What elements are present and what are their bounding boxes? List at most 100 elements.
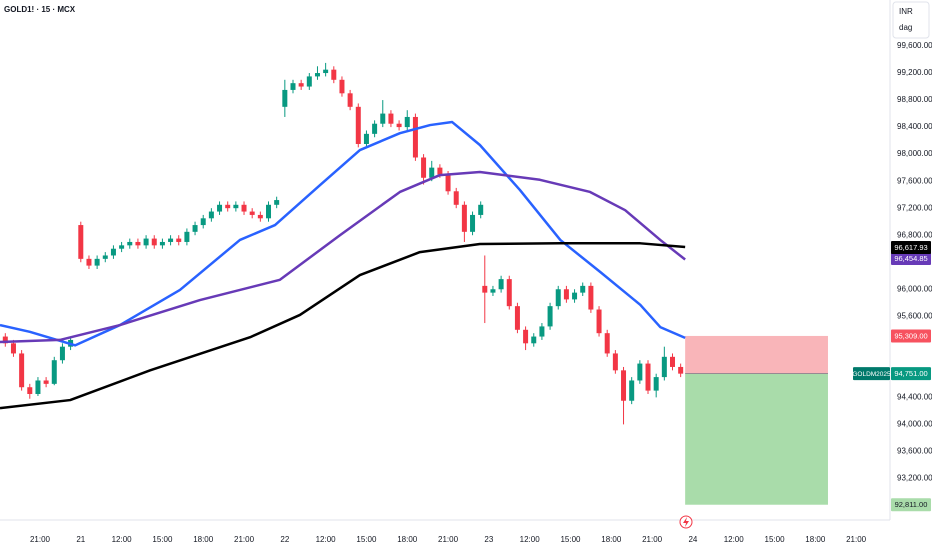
target-price-label: 92,811.00 [895,500,928,509]
y-tick-label: 95,600.00 [897,311,932,320]
candle-body [43,380,49,384]
candle-body [388,113,394,124]
y-tick-label: 94,000.00 [897,420,932,429]
candle-body [478,204,484,215]
candle-body [19,353,25,388]
x-tick-label: 18:00 [397,535,418,544]
candle-body [539,326,545,337]
candle-body [282,89,288,107]
candle-body [59,346,65,361]
candle-body [531,336,537,344]
candle-body [572,292,578,300]
x-tick-label: 12:00 [520,535,541,544]
y-tick-label: 98,400.00 [897,122,932,131]
candle-body [588,285,594,310]
candle-body [249,211,255,215]
candle-body [563,289,569,300]
candle-body [176,238,182,242]
candle-body [363,133,369,144]
symbol-tag-bg [853,367,890,381]
lightning-icon[interactable] [679,515,693,529]
candle-body [661,356,667,378]
candle-body [159,241,165,246]
candle-body [225,204,231,209]
ma-price-label: 96,454.85 [894,254,927,263]
candle-body [347,93,353,107]
candle-body [2,336,8,344]
y-tick-label: 97,600.00 [897,176,932,185]
stop-price-label-bg [891,329,931,343]
candle-body [604,333,610,354]
stop-zone [685,335,828,374]
candle-body [547,306,553,327]
x-tick-label: 21:00 [234,535,255,544]
y-tick-label: 96,000.00 [897,284,932,293]
x-tick-label: 18:00 [193,535,214,544]
candle-body [331,69,337,80]
y-tick-label: 93,600.00 [897,447,932,456]
x-tick-label: 15:00 [765,535,786,544]
x-tick-label: 12:00 [724,535,745,544]
y-tick-label: 98,000.00 [897,149,932,158]
candle-body [637,363,643,381]
ma-price-label-bg [891,241,931,255]
currency-box[interactable] [892,1,930,39]
x-tick-label: 15:00 [152,535,173,544]
candle-body [506,279,512,307]
ma-price-label: 96,617.93 [894,243,927,252]
candle-body [596,309,602,334]
candle-body [404,116,410,128]
candle-body [380,113,386,124]
moving-average-line [0,242,686,410]
y-tick-label: 99,600.00 [897,41,932,50]
candle-body [490,289,496,293]
candle-body [314,73,320,77]
candle-body [323,69,329,74]
candle-body [86,258,92,266]
x-tick-label: 15:00 [356,535,377,544]
candle-body [135,241,141,246]
y-tick-label: 96,800.00 [897,230,932,239]
candle-body [653,377,659,391]
candle-body [514,306,520,330]
y-tick-label: 98,800.00 [897,95,932,104]
x-tick-label: 21:00 [30,535,51,544]
candle-body [669,356,675,367]
candle-body [629,380,635,401]
candle-body [233,204,239,209]
candle-body [306,76,312,87]
entry-price-label: 94,751.00 [894,369,927,378]
candle-body [396,123,402,128]
candle-body [290,83,296,90]
candle-body [482,285,488,293]
x-tick-label: 21:00 [846,535,867,544]
candle-body [51,360,57,384]
x-tick-label: 18:00 [601,535,622,544]
candle-body [102,255,108,259]
chart-title: GOLD1! · 15 · MCX [4,5,76,14]
x-tick-label: 21:00 [438,535,459,544]
y-tick-label: 93,200.00 [897,474,932,483]
candle-body [612,353,618,371]
candle-body [470,214,476,232]
candle-body [580,285,586,293]
candle-body [241,204,247,212]
candle-body [35,380,41,394]
stop-price-label: 95,309.00 [894,331,927,340]
x-tick-label: 15:00 [560,535,581,544]
candle-body [184,231,190,242]
candle-body [421,157,427,178]
unit-label: dag [899,23,912,32]
candle-body [621,370,627,401]
x-tick-label: 21 [76,535,85,544]
candle-body [339,79,345,94]
candle-body [110,248,116,256]
x-tick-label: 18:00 [805,535,826,544]
candle-body [645,363,651,391]
currency: INR [899,7,913,16]
candle-body [523,329,529,344]
candle-body [445,174,451,192]
candle-body [143,238,149,246]
candle-body [94,258,100,266]
